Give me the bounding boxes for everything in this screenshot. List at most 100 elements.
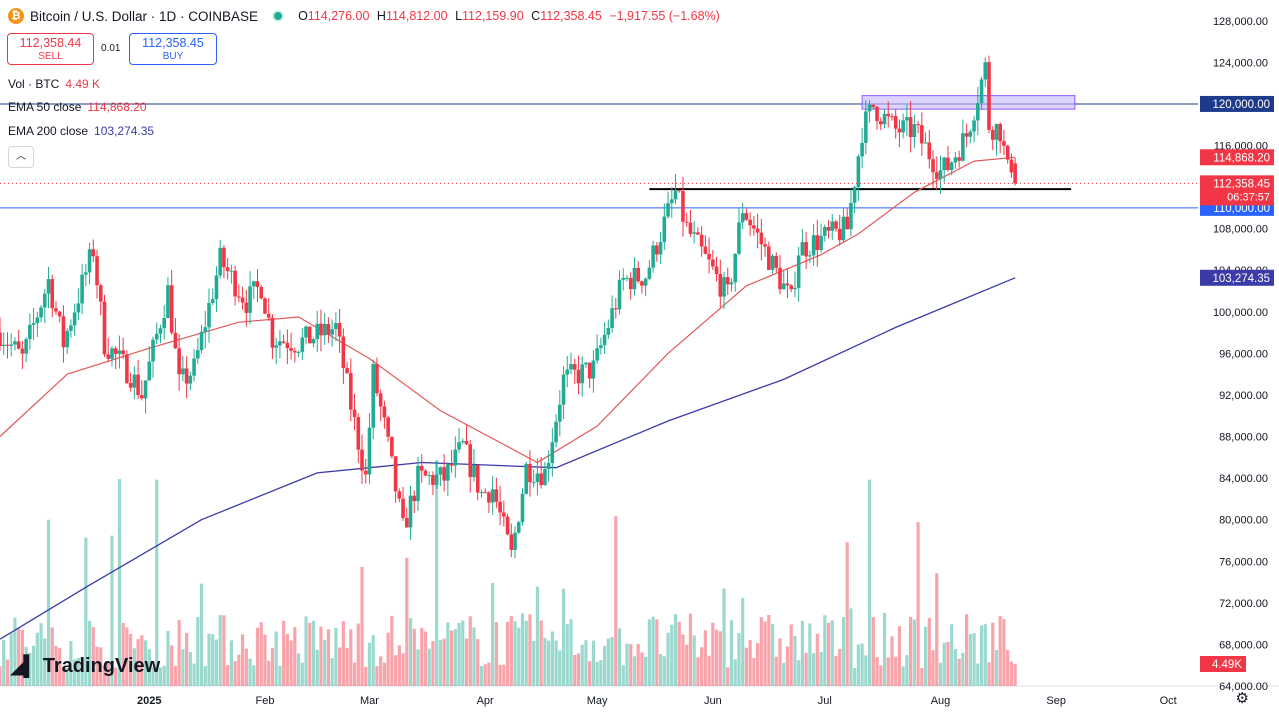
volume-bar [658, 654, 663, 686]
volume-bar [136, 639, 140, 686]
candle-body [382, 406, 387, 418]
volume-bar [1009, 661, 1013, 686]
ema-price-badge: 103,274.35 [1212, 273, 1270, 285]
candle-body [214, 275, 219, 300]
candle-body [625, 277, 629, 279]
volume-bar [632, 656, 637, 686]
sell-button[interactable]: 112,358.44 SELL [7, 33, 94, 65]
volume-bar [681, 634, 685, 686]
volume-bar [218, 615, 222, 686]
candle-body [446, 463, 450, 481]
volume-bar [808, 623, 812, 686]
candle-body [628, 277, 633, 290]
volume-bar [741, 598, 745, 686]
candle-body [759, 232, 764, 245]
volume-badge-bg [1200, 656, 1246, 672]
candle-body [811, 235, 816, 256]
candle-body [13, 341, 17, 345]
candle-body [864, 111, 868, 143]
volume-bar [602, 645, 607, 686]
candle-body [1005, 145, 1010, 160]
candle-body [322, 323, 327, 336]
volume-bar [237, 654, 241, 686]
volume-bar [181, 649, 185, 686]
volume-bar [173, 665, 178, 686]
y-tick-label: 88,000.00 [1219, 432, 1268, 444]
volume-bar [412, 628, 416, 686]
volume-bar [371, 635, 375, 686]
candle-body [513, 532, 517, 550]
volume-bar [942, 642, 946, 686]
collapse-legend-button[interactable]: ︿ [8, 146, 34, 168]
candle-body [20, 348, 25, 354]
candle-body [50, 279, 55, 309]
volume-bar [569, 619, 573, 686]
volume-bar [334, 627, 338, 686]
volume-bar [823, 615, 827, 686]
volume-bar [576, 653, 581, 686]
candle-body [181, 368, 185, 375]
buy-button[interactable]: 112,358.45 BUY [129, 33, 217, 65]
candle-body [658, 241, 663, 255]
volume-bar [259, 622, 263, 686]
volume-bar [561, 588, 566, 686]
level-price-badge: 120,000.00 [1212, 99, 1270, 111]
candle-body [143, 380, 148, 399]
volume-legend[interactable]: Vol · BTC 4.49 K [8, 77, 100, 91]
candle-body [774, 255, 779, 268]
volume-bar [520, 613, 525, 686]
candle-body [427, 475, 431, 477]
tradingview-logo[interactable]: ◢▍ TradingView [10, 654, 160, 679]
volume-bar [953, 649, 958, 686]
candle-body [371, 364, 376, 428]
ema50-legend[interactable]: EMA 50 close 114,868.20 [8, 100, 147, 114]
volume-bar [509, 616, 513, 686]
candle-body [151, 339, 155, 362]
candle-body [263, 298, 267, 314]
candle-body [796, 255, 801, 288]
candle-body [610, 308, 614, 328]
candle-body [755, 228, 760, 233]
volume-bar [162, 665, 166, 686]
candle-body [800, 242, 805, 256]
candle-body [102, 301, 107, 355]
candle-body [80, 274, 84, 304]
volume-bar [20, 629, 24, 686]
candle-body [696, 232, 700, 235]
volume-bar [233, 661, 237, 686]
volume-bar [438, 639, 442, 686]
volume-bar [0, 666, 2, 686]
candle-body [890, 116, 894, 118]
volume-bar [599, 660, 603, 686]
candle-body [666, 203, 670, 217]
volume-bar [80, 662, 84, 686]
candle-body [942, 157, 947, 171]
candle-body [498, 501, 502, 513]
candle-body [882, 113, 887, 125]
candle-body [785, 283, 790, 286]
tradingview-logo-text: TradingView [42, 655, 161, 677]
candle-body [199, 331, 204, 351]
volume-bar [979, 625, 984, 686]
volume-bar [121, 622, 125, 686]
candle-body [285, 342, 290, 349]
settings-gear-icon[interactable]: ⚙ [1235, 690, 1249, 707]
volume-bar [435, 460, 439, 686]
ema200-legend[interactable]: EMA 200 close 103,274.35 [8, 124, 154, 138]
candle-body [845, 216, 849, 230]
volume-bar [300, 662, 304, 686]
candle-body [98, 285, 103, 302]
volume-bar [479, 666, 484, 686]
sell-price: 112,358.44 [19, 36, 82, 50]
volume-bar [700, 647, 704, 686]
candle-body [475, 465, 480, 493]
candle-body [524, 463, 529, 494]
candle-body [132, 374, 137, 388]
candle-body [345, 368, 349, 374]
candle-body [684, 221, 689, 223]
candle-body [934, 172, 939, 179]
volume-bar [517, 627, 521, 686]
candle-body [916, 124, 920, 126]
symbol-title[interactable]: Bitcoin / U.S. Dollar · 1D · COINBASE [30, 8, 259, 24]
